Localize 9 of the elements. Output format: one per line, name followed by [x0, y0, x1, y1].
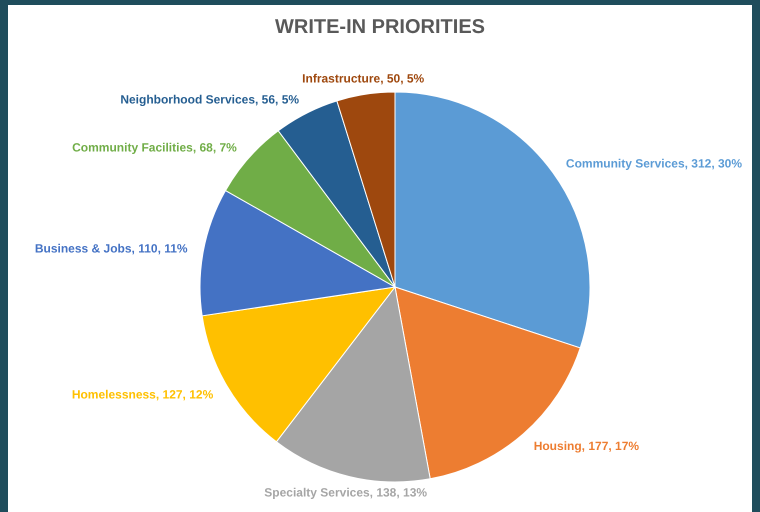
slice-label: Community Facilities, 68, 7% [72, 140, 238, 155]
slice-label: Infrastructure, 50, 5% [302, 72, 425, 86]
slice-label: Housing, 177, 17% [534, 439, 640, 454]
slice-label: Business & Jobs, 110, 11% [34, 241, 188, 256]
slice-label: Specialty Services, 138, 13% [264, 485, 428, 500]
slice-label: Community Services, 312, 30% [566, 156, 742, 170]
chart-title: WRITE-IN PRIORITIES [275, 16, 485, 38]
slice-label: Homelessness, 127, 12% [72, 387, 214, 402]
slice-label: Neighborhood Services, 56, 5% [120, 92, 300, 106]
